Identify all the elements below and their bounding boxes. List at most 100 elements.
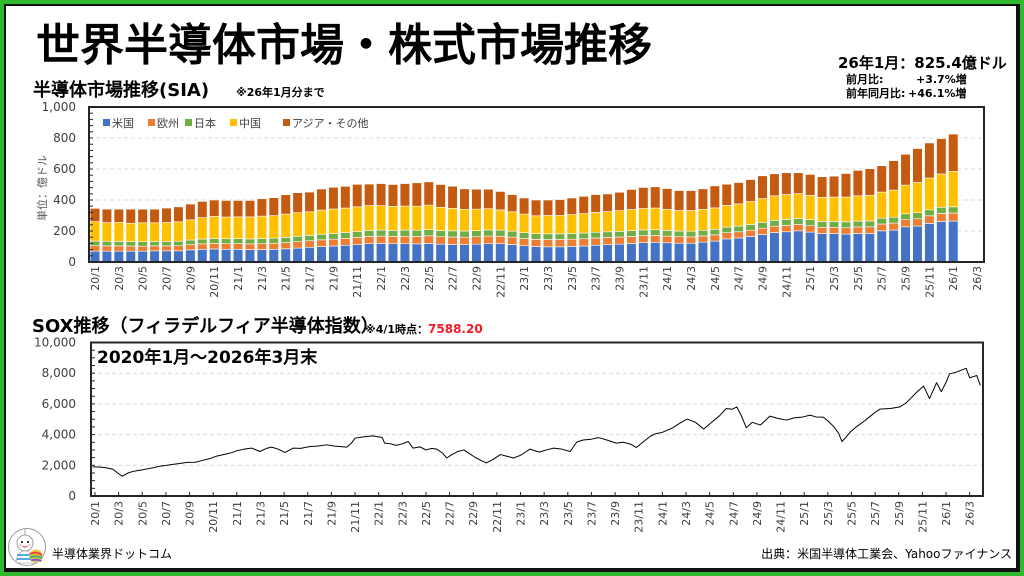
bar-japan — [805, 219, 816, 227]
y-tick-label: 4,000 — [42, 428, 76, 442]
bar-japan — [185, 239, 196, 245]
bar-china — [232, 216, 244, 239]
bar-us — [197, 248, 208, 263]
bar-europe — [375, 235, 387, 244]
bar-us — [173, 250, 184, 263]
bar-europe — [352, 237, 363, 245]
bar-asia-other — [137, 208, 148, 224]
bar-europe — [268, 242, 279, 250]
bar-china — [352, 206, 363, 232]
x-tick-label: 20/11 — [208, 266, 221, 298]
bar-asia-other — [876, 165, 887, 193]
bar-us — [375, 243, 387, 263]
bar-china — [876, 191, 887, 219]
bar-us — [519, 245, 530, 263]
mom-value: +3.7%増 — [916, 73, 967, 86]
x-tick-label: 24/9 — [757, 266, 770, 291]
bar-us — [125, 250, 136, 263]
bar-us — [614, 243, 625, 263]
bar-europe — [578, 238, 589, 247]
bar-asia-other — [375, 183, 387, 206]
bar-japan — [924, 209, 935, 217]
bar-japan — [352, 231, 363, 238]
x-tick-label: 22/5 — [423, 266, 436, 291]
bar-china — [626, 209, 637, 231]
bar-china — [256, 215, 267, 239]
bar-china — [519, 213, 530, 234]
bar-asia-other — [769, 173, 780, 197]
y-axis-title: 単位：億ドル — [35, 155, 49, 221]
bar-asia-other — [483, 188, 494, 209]
bar-europe — [697, 235, 709, 243]
bar-china — [304, 211, 315, 236]
bar-china — [221, 216, 232, 240]
x-tick-label: 21/11 — [351, 266, 364, 298]
bar-asia-other — [757, 175, 768, 199]
x-tick-label: 23/11 — [633, 501, 646, 533]
bar-europe — [495, 235, 506, 245]
bar-japan — [435, 230, 446, 238]
bar-europe — [280, 242, 291, 250]
bar-asia-other — [304, 191, 315, 213]
brand-logo — [7, 527, 47, 567]
x-tick-label: 25/5 — [845, 501, 858, 526]
bar-japan — [149, 241, 160, 247]
bar-china — [364, 205, 375, 231]
bar-asia-other — [495, 191, 506, 211]
bar-asia-other — [650, 186, 661, 209]
bar-europe — [125, 245, 136, 252]
bar-asia-other — [519, 197, 530, 215]
bar-us — [662, 242, 673, 263]
x-tick-label: 20/1 — [89, 501, 102, 526]
bar-china — [280, 213, 291, 238]
x-tick-label: 25/3 — [822, 501, 835, 526]
bar-us — [936, 221, 947, 263]
bar-europe — [411, 236, 422, 245]
bar-china — [530, 215, 542, 234]
bar-china — [483, 208, 494, 231]
legend-swatch-europe — [148, 119, 155, 126]
bar-asia-other — [471, 188, 482, 210]
x-tick-label: 21/5 — [280, 266, 293, 291]
bar-japan — [411, 229, 422, 237]
bar-japan — [495, 229, 506, 237]
bar-asia-other — [232, 200, 244, 218]
bar-us — [495, 243, 506, 263]
x-tick-label: 22/11 — [491, 501, 504, 533]
bar-europe — [793, 224, 804, 232]
bar-europe — [626, 236, 637, 244]
bar-china — [209, 216, 220, 239]
bar-japan — [948, 206, 959, 214]
bar-us — [876, 230, 887, 263]
bar-japan — [244, 238, 256, 245]
bar-japan — [280, 237, 291, 243]
sox-plot-frame — [90, 341, 984, 497]
bar-asia-other — [221, 200, 232, 218]
x-tick-label: 24/7 — [733, 266, 746, 291]
bar-europe — [662, 235, 673, 244]
bar-europe — [888, 222, 899, 231]
bar-china — [316, 209, 327, 235]
bar-china — [185, 219, 196, 241]
bar-us — [483, 243, 494, 263]
bar-china — [101, 222, 113, 242]
bar-asia-other — [411, 182, 422, 207]
bar-china — [149, 222, 160, 242]
bar-china — [840, 196, 852, 223]
x-tick-label: 25/7 — [876, 266, 889, 291]
bar-us — [721, 238, 732, 263]
x-tick-label: 21/11 — [349, 501, 362, 533]
bar-asia-other — [268, 197, 279, 216]
bar-us — [924, 223, 935, 263]
y-tick-label: 6,000 — [42, 397, 76, 411]
bar-china — [924, 177, 935, 211]
bar-china — [495, 209, 506, 231]
legend-swatch-china — [230, 119, 237, 126]
bar-china — [662, 209, 673, 231]
bar-us — [292, 247, 303, 263]
bar-us — [185, 249, 196, 263]
bar-japan — [590, 231, 601, 239]
y-tick-label: 200 — [53, 224, 76, 238]
x-tick-label: 22/5 — [420, 501, 433, 526]
bar-us — [268, 248, 279, 263]
